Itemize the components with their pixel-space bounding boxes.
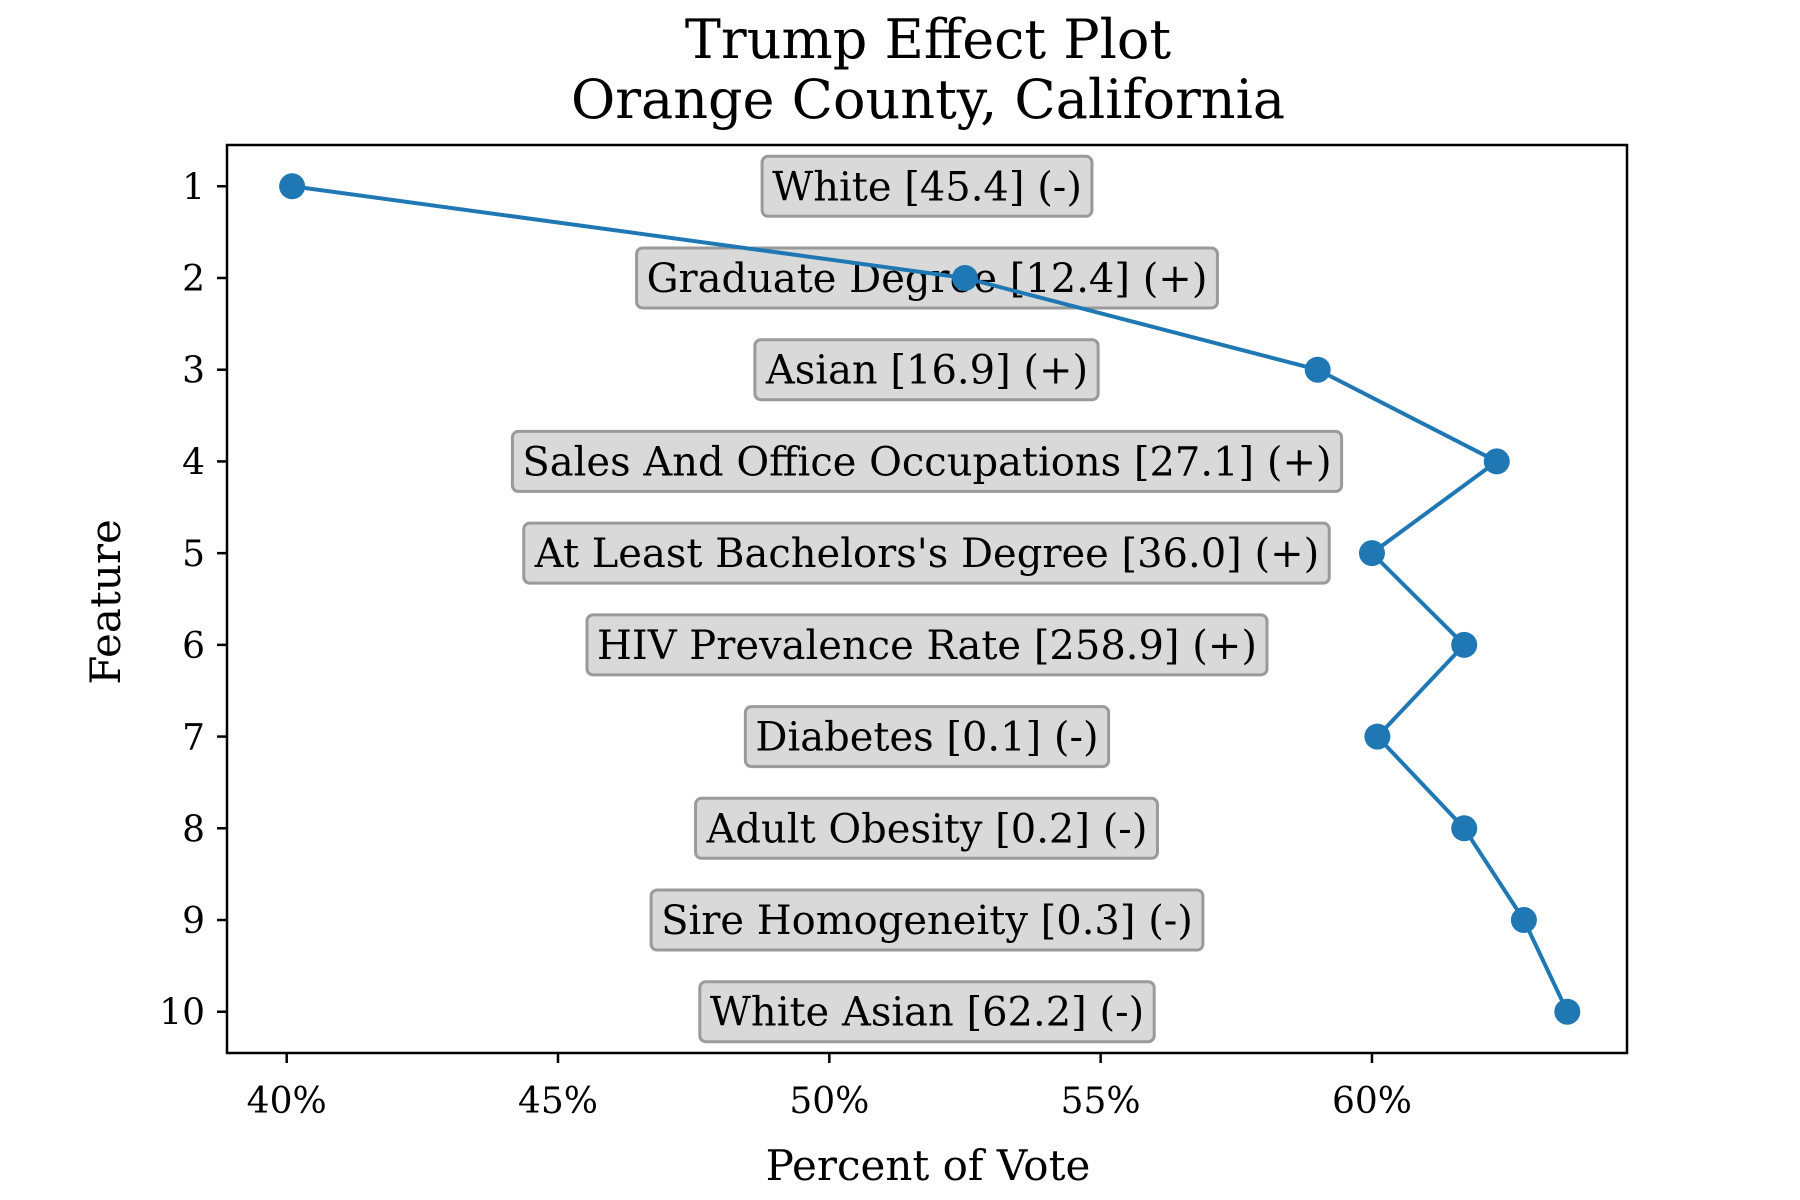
annotation-box [760, 154, 1094, 218]
annotation-box [635, 246, 1219, 310]
data-point [1364, 723, 1391, 750]
annotation-label: At Least Bachelors's Degree [36.0] (+) [522, 521, 1331, 585]
data-point [1451, 815, 1478, 842]
data-point [951, 264, 978, 291]
axes: 40% 45% 50% 55% 60% 1 2 3 4 5 6 7 8 9 10 [159, 143, 1629, 1122]
annotation-label: HIV Prevalence Rate [258.9] (+) [585, 613, 1269, 677]
y-tick-label: 8 [182, 809, 205, 850]
data-point [1451, 631, 1478, 658]
annotation-text: Sales And Office Occupations [27.1] (+) [522, 439, 1331, 485]
x-axis-label: Percent of Vote [766, 1141, 1091, 1190]
data-point [1304, 356, 1331, 383]
data-point [1554, 998, 1581, 1025]
y-tick-label: 9 [182, 901, 205, 942]
annotation-box [743, 705, 1111, 769]
x-tick-label: 50% [789, 1081, 869, 1122]
y-tick-label: 1 [182, 167, 205, 208]
annotation-label: Asian [16.9] (+) [753, 338, 1100, 402]
y-tick-label: 2 [182, 259, 205, 300]
annotation-label: Sire Homogeneity [0.3] (-) [649, 888, 1205, 952]
annotation-label: Diabetes [0.1] (-) [743, 705, 1111, 769]
annotation-label: Adult Obesity [0.2] (-) [694, 796, 1159, 860]
annotation-text: HIV Prevalence Rate [258.9] (+) [597, 623, 1257, 669]
y-tick-label: 7 [182, 718, 205, 759]
x-tick-label: 55% [1061, 1081, 1141, 1122]
y-axis-label: Feature [81, 519, 130, 685]
series-line-layer [291, 184, 1570, 1013]
plot-frame [225, 143, 1629, 1055]
y-tick-label: 10 [159, 993, 205, 1034]
annotation-label: Sales And Office Occupations [27.1] (+) [510, 429, 1344, 493]
annotation-text: Asian [16.9] (+) [765, 348, 1088, 394]
annotation-box [649, 888, 1205, 952]
series-points-layer [279, 173, 1581, 1025]
y-tick-label: 3 [182, 351, 205, 392]
x-tick-label: 40% [247, 1081, 327, 1122]
annotation-box [510, 429, 1344, 493]
x-tick-label: 60% [1332, 1081, 1412, 1122]
annotation-text: Sire Homogeneity [0.3] (-) [661, 898, 1193, 944]
annotation-label: White [45.4] (-) [760, 154, 1094, 218]
annotation-label: Graduate Degree [12.4] (+) [635, 246, 1219, 310]
annotation-box [694, 796, 1159, 860]
annotation-text: White Asian [62.2] (-) [710, 990, 1144, 1036]
x-tick-label: 45% [518, 1081, 598, 1122]
feature-annotations: White [45.4] (-) Graduate Degree [12.4] (… [510, 154, 1344, 1044]
y-tick-label: 4 [182, 442, 205, 483]
annotation-box [522, 521, 1331, 585]
annotation-text: Adult Obesity [0.2] (-) [706, 806, 1148, 852]
series-line [291, 184, 1570, 1013]
annotation-label: White Asian [62.2] (-) [698, 980, 1156, 1044]
chart-title: Trump Effect Plot [685, 8, 1172, 71]
annotation-box [585, 613, 1269, 677]
annotation-box [753, 338, 1100, 402]
annotation-text: White [45.4] (-) [772, 164, 1082, 210]
data-point [279, 173, 306, 200]
data-point [1510, 907, 1537, 934]
annotation-text: Graduate Degree [12.4] (+) [647, 256, 1208, 302]
y-tick-label: 6 [182, 626, 205, 667]
data-point [1358, 540, 1385, 567]
annotation-text: At Least Bachelors's Degree [36.0] (+) [534, 531, 1319, 577]
annotation-text: Diabetes [0.1] (-) [755, 715, 1098, 761]
y-tick-label: 5 [182, 534, 205, 575]
annotation-box [698, 980, 1156, 1044]
data-point [1483, 448, 1510, 475]
chart-subtitle: Orange County, California [571, 68, 1285, 131]
